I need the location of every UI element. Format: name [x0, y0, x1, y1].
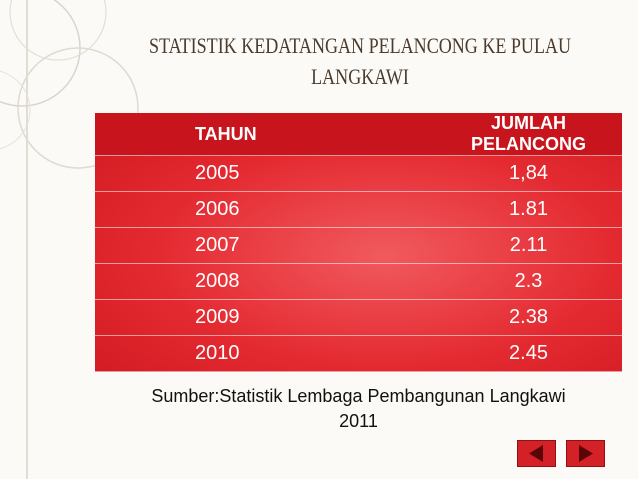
- table-cell: 1.81: [365, 191, 622, 228]
- source-line: Sumber:Statistik Lembaga Pembangunan Lan…: [151, 386, 566, 406]
- header-row: TAHUN JUMLAH PELANCONG: [95, 113, 622, 156]
- table-cell: 1,84: [365, 155, 622, 192]
- header-cell: JUMLAH PELANCONG: [365, 113, 622, 156]
- table-cell: 2.45: [365, 335, 622, 372]
- table-row: 2007 2.11: [95, 227, 622, 264]
- table-cell: 2009: [95, 299, 365, 336]
- table-row: 2005 1,84: [95, 155, 622, 192]
- title-line: STATISTIK KEDATANGAN PELANCONG KE PULAU: [148, 33, 572, 58]
- next-button[interactable]: [566, 440, 605, 467]
- prev-button[interactable]: [517, 440, 556, 467]
- table-row: 2009 2.38: [95, 299, 622, 336]
- table-row: 2010 2.45: [95, 335, 622, 372]
- header-cell: TAHUN: [95, 113, 365, 156]
- table-cell: 2008: [95, 263, 365, 300]
- title-line: LANGKAWI: [311, 64, 409, 89]
- table-row: 2008 2.3: [95, 263, 622, 300]
- table-cell: 2.38: [365, 299, 622, 336]
- table-cell: 2010: [95, 335, 365, 372]
- table-cell: 2007: [95, 227, 365, 264]
- table-cell: 2.3: [365, 263, 622, 300]
- data-table: TAHUN JUMLAH PELANCONG 2005 1,84 2006 1.81 2…: [95, 113, 622, 372]
- table-row: 2006 1.81: [95, 191, 622, 228]
- table-cell: 2005: [95, 155, 365, 192]
- table-cell: 2006: [95, 191, 365, 228]
- source-line: 2011: [339, 411, 378, 431]
- table-cell: 2.11: [365, 227, 622, 264]
